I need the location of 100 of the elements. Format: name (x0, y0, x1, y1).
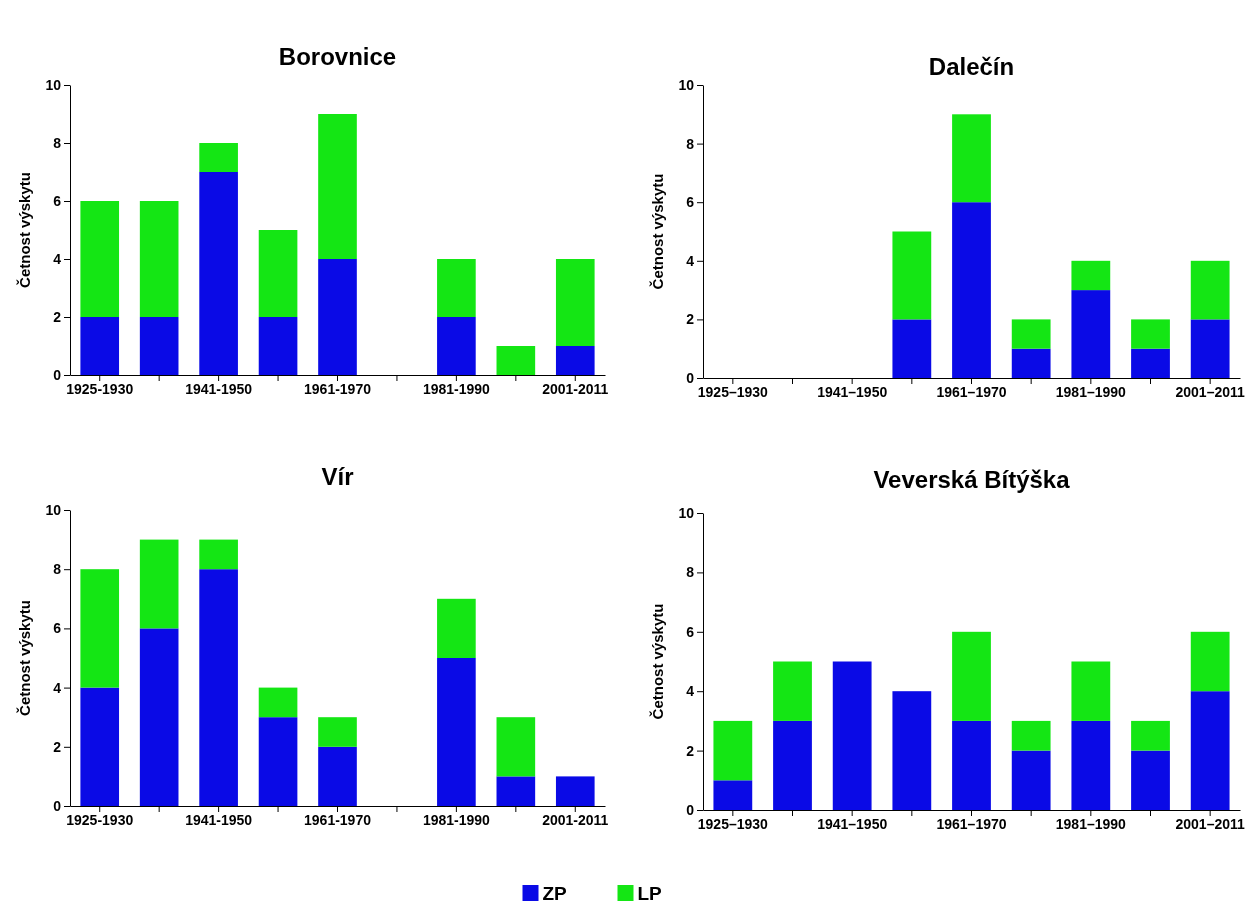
y-axis-title: Četnost výskytu (16, 600, 33, 716)
bar (1011, 348, 1051, 378)
y-axis-title: Četnost výskytu (16, 172, 33, 288)
x-tick-label: 1941-1950 (185, 380, 253, 397)
bar (892, 231, 932, 320)
bar (892, 691, 932, 810)
legend-label: LP (637, 883, 663, 904)
x-tick-label: 2001–2011 (1175, 383, 1246, 400)
y-tick-label: 6 (686, 194, 695, 211)
x-tick-label: 1981-1990 (422, 811, 491, 828)
y-tick-label: 10 (678, 76, 695, 93)
bar (1071, 720, 1111, 810)
chart-title: Dalečín (928, 53, 1015, 80)
bar (437, 658, 476, 806)
y-axis-title: Četnost výskytu (649, 173, 666, 290)
y-tick-label: 0 (53, 366, 62, 383)
bar (139, 201, 179, 317)
bar (952, 720, 991, 810)
bar (773, 661, 812, 721)
y-tick-label: 2 (686, 311, 695, 328)
y-tick-label: 4 (53, 679, 62, 696)
bar (1071, 661, 1111, 721)
x-tick-label: 1925-1930 (66, 380, 134, 397)
bar (1131, 720, 1170, 751)
y-tick-label: 10 (45, 501, 62, 518)
bar (1071, 290, 1111, 378)
y-tick-label: 2 (53, 738, 62, 755)
bar (80, 569, 120, 688)
bar (437, 317, 476, 375)
bar (199, 569, 238, 806)
x-tick-label: 2001–2011 (1175, 815, 1246, 832)
x-tick-label: 1981–1990 (1055, 383, 1127, 400)
y-tick-label: 6 (53, 192, 62, 209)
bar (713, 780, 753, 810)
x-tick-label: 1941–1950 (817, 383, 888, 400)
bar (1190, 631, 1230, 692)
bar (80, 201, 120, 317)
legend-label: ZP (542, 883, 568, 904)
bar (1190, 260, 1230, 320)
x-tick-label: 1925–1930 (697, 383, 769, 400)
y-tick-label: 0 (686, 369, 695, 386)
bar (496, 776, 536, 806)
bar (258, 687, 298, 718)
y-tick-label: 4 (686, 683, 695, 700)
y-tick-label: 2 (53, 308, 62, 325)
y-tick-label: 4 (686, 252, 695, 269)
chart-title: Vír (321, 463, 354, 490)
y-tick-label: 6 (686, 623, 695, 640)
bar (199, 143, 238, 172)
x-tick-label: 1961-1970 (304, 380, 372, 397)
bar (952, 114, 991, 203)
bar (555, 776, 595, 806)
y-tick-label: 8 (686, 135, 695, 152)
chart-title: Borovnice (278, 43, 397, 70)
bar (1131, 750, 1170, 810)
bar (437, 259, 476, 317)
chart-title: Veverská Bítýška (873, 466, 1071, 493)
x-tick-label: 1981–1990 (1055, 815, 1127, 832)
bar (555, 346, 595, 375)
y-tick-label: 0 (53, 797, 62, 814)
bar (258, 717, 298, 806)
bar (496, 346, 536, 375)
x-tick-label: 1925-1930 (66, 811, 134, 828)
bar (318, 746, 357, 806)
y-tick-label: 8 (686, 564, 695, 581)
y-tick-label: 4 (53, 250, 62, 267)
y-tick-label: 8 (53, 561, 62, 578)
bar (952, 202, 991, 378)
x-tick-label: 1961–1970 (936, 815, 1007, 832)
y-tick-label: 0 (686, 801, 695, 818)
x-tick-label: 1941-1950 (185, 811, 253, 828)
bar (713, 720, 753, 781)
bar (139, 539, 179, 629)
bar (1011, 319, 1051, 349)
bar (258, 317, 298, 375)
bar (139, 628, 179, 806)
x-tick-label: 1961-1970 (304, 811, 372, 828)
y-tick-label: 10 (678, 504, 695, 521)
bar (1131, 319, 1170, 349)
bar (952, 631, 991, 721)
bar (1131, 348, 1170, 378)
bar (892, 319, 932, 378)
bar (199, 539, 238, 570)
bar (139, 317, 179, 375)
y-tick-label: 8 (53, 134, 62, 151)
bar (1190, 691, 1230, 810)
bar (1071, 260, 1111, 291)
bar (773, 720, 812, 810)
bar (80, 317, 120, 375)
x-tick-label: 1941–1950 (817, 815, 888, 832)
x-tick-label: 1925–1930 (697, 815, 769, 832)
y-tick-label: 10 (45, 76, 62, 93)
y-axis-title: Četnost výskytu (649, 603, 666, 720)
bar (318, 114, 357, 259)
y-tick-label: 2 (686, 742, 695, 759)
x-tick-label: 1961–1970 (936, 383, 1007, 400)
bar (1011, 720, 1051, 751)
bar (318, 717, 357, 747)
y-tick-label: 6 (53, 620, 62, 637)
bar (80, 687, 120, 806)
